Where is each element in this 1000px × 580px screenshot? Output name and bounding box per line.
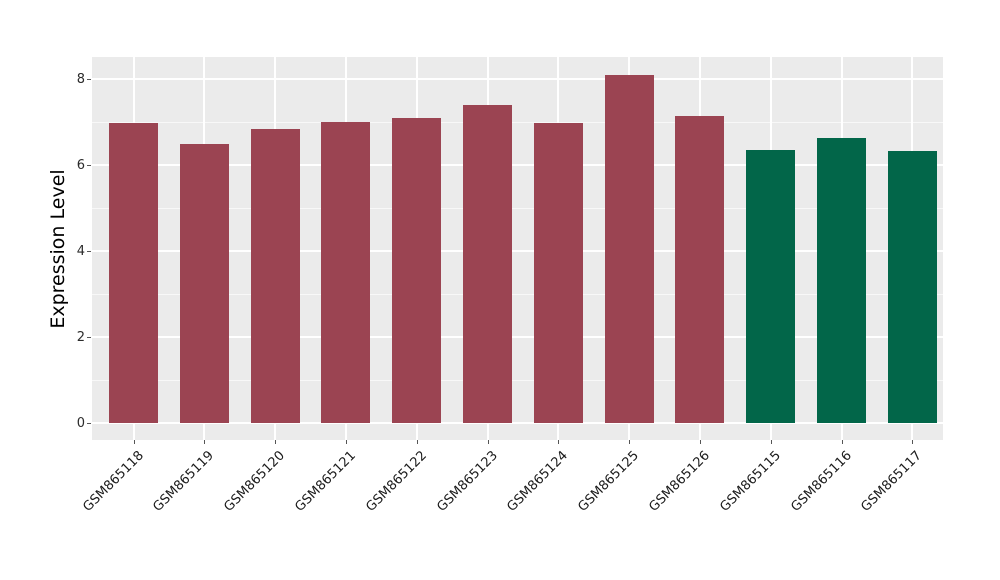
x-tick-mark bbox=[629, 440, 631, 444]
y-tick-mark bbox=[87, 79, 91, 80]
bar bbox=[321, 122, 371, 423]
bar bbox=[533, 123, 583, 423]
x-tick-mark bbox=[275, 440, 277, 444]
gridline-y-minor bbox=[92, 379, 943, 381]
y-tick-label: 8 bbox=[76, 72, 85, 87]
x-tick-mark bbox=[770, 440, 772, 444]
x-tick-mark bbox=[204, 440, 206, 444]
x-tick-label: GSM865126 bbox=[646, 448, 713, 515]
bar bbox=[604, 75, 654, 423]
x-tick-mark bbox=[416, 440, 418, 444]
bar bbox=[392, 118, 442, 423]
gridline-y-major bbox=[92, 250, 943, 252]
y-tick-mark bbox=[87, 337, 91, 338]
x-tick-label: GSM865118 bbox=[79, 448, 147, 515]
y-tick-label: 6 bbox=[76, 158, 85, 173]
x-tick-label: GSM865115 bbox=[716, 448, 784, 515]
bar bbox=[746, 149, 796, 423]
x-tick-mark bbox=[133, 440, 135, 444]
plot-panel bbox=[92, 57, 943, 440]
gridline-y-major bbox=[92, 164, 943, 166]
y-tick-label: 0 bbox=[76, 416, 85, 431]
x-tick-label: GSM865116 bbox=[787, 448, 855, 515]
x-tick-label: GSM865117 bbox=[858, 448, 926, 515]
bar bbox=[179, 143, 229, 423]
x-tick-label: GSM865120 bbox=[221, 448, 288, 515]
bar bbox=[887, 150, 937, 423]
x-tick-mark bbox=[912, 440, 914, 444]
y-tick-mark bbox=[87, 165, 91, 166]
bar bbox=[817, 137, 866, 423]
x-tick-mark bbox=[345, 440, 347, 444]
bar bbox=[675, 115, 725, 423]
bar bbox=[250, 128, 300, 423]
x-tick-label: GSM865119 bbox=[150, 448, 218, 515]
y-tick-label: 2 bbox=[76, 330, 85, 345]
gridline-y-minor bbox=[92, 121, 943, 123]
gridline-y-minor bbox=[92, 207, 943, 209]
bar bbox=[463, 105, 512, 423]
y-tick-label: 4 bbox=[76, 244, 85, 259]
x-tick-label: GSM865125 bbox=[575, 448, 642, 515]
gridline-y-major bbox=[92, 336, 943, 338]
gridline-y-major bbox=[92, 78, 943, 80]
gridline-y-major bbox=[92, 422, 943, 424]
x-tick-mark bbox=[841, 440, 843, 444]
x-tick-label: GSM865122 bbox=[362, 448, 430, 515]
y-tick-mark bbox=[87, 423, 91, 424]
x-tick-label: GSM865124 bbox=[504, 448, 572, 515]
x-tick-mark bbox=[558, 440, 560, 444]
bar bbox=[109, 123, 158, 423]
x-tick-mark bbox=[699, 440, 701, 444]
x-tick-label: GSM865123 bbox=[433, 448, 501, 515]
x-tick-mark bbox=[487, 440, 489, 444]
x-tick-label: GSM865121 bbox=[292, 448, 359, 515]
gridline-y-minor bbox=[92, 293, 943, 295]
y-tick-mark bbox=[87, 251, 91, 252]
